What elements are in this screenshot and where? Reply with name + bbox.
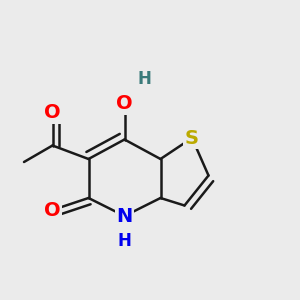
- Text: N: N: [116, 206, 133, 226]
- Text: S: S: [185, 128, 199, 148]
- Text: O: O: [44, 103, 61, 122]
- Text: O: O: [44, 200, 61, 220]
- Text: O: O: [116, 94, 133, 113]
- Text: H: H: [118, 232, 131, 250]
- Text: H: H: [137, 70, 151, 88]
